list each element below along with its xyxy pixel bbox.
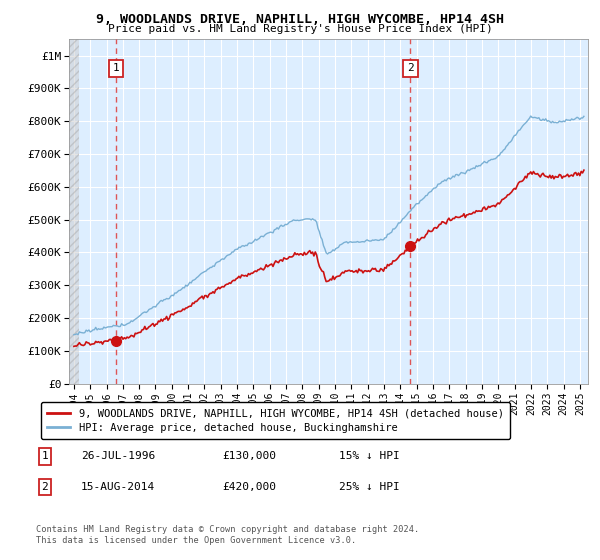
Text: 2: 2 bbox=[41, 482, 49, 492]
Text: 25% ↓ HPI: 25% ↓ HPI bbox=[339, 482, 400, 492]
Text: Contains HM Land Registry data © Crown copyright and database right 2024.
This d: Contains HM Land Registry data © Crown c… bbox=[36, 525, 419, 545]
Text: 26-JUL-1996: 26-JUL-1996 bbox=[81, 451, 155, 461]
Text: 15% ↓ HPI: 15% ↓ HPI bbox=[339, 451, 400, 461]
Text: 1: 1 bbox=[112, 63, 119, 73]
Text: £130,000: £130,000 bbox=[222, 451, 276, 461]
Text: 1: 1 bbox=[41, 451, 49, 461]
Text: 9, WOODLANDS DRIVE, NAPHILL, HIGH WYCOMBE, HP14 4SH: 9, WOODLANDS DRIVE, NAPHILL, HIGH WYCOMB… bbox=[96, 13, 504, 26]
Text: 15-AUG-2014: 15-AUG-2014 bbox=[81, 482, 155, 492]
Legend: 9, WOODLANDS DRIVE, NAPHILL, HIGH WYCOMBE, HP14 4SH (detached house), HPI: Avera: 9, WOODLANDS DRIVE, NAPHILL, HIGH WYCOMB… bbox=[41, 402, 510, 439]
Text: 2: 2 bbox=[407, 63, 414, 73]
Text: Price paid vs. HM Land Registry's House Price Index (HPI): Price paid vs. HM Land Registry's House … bbox=[107, 24, 493, 34]
Text: £420,000: £420,000 bbox=[222, 482, 276, 492]
